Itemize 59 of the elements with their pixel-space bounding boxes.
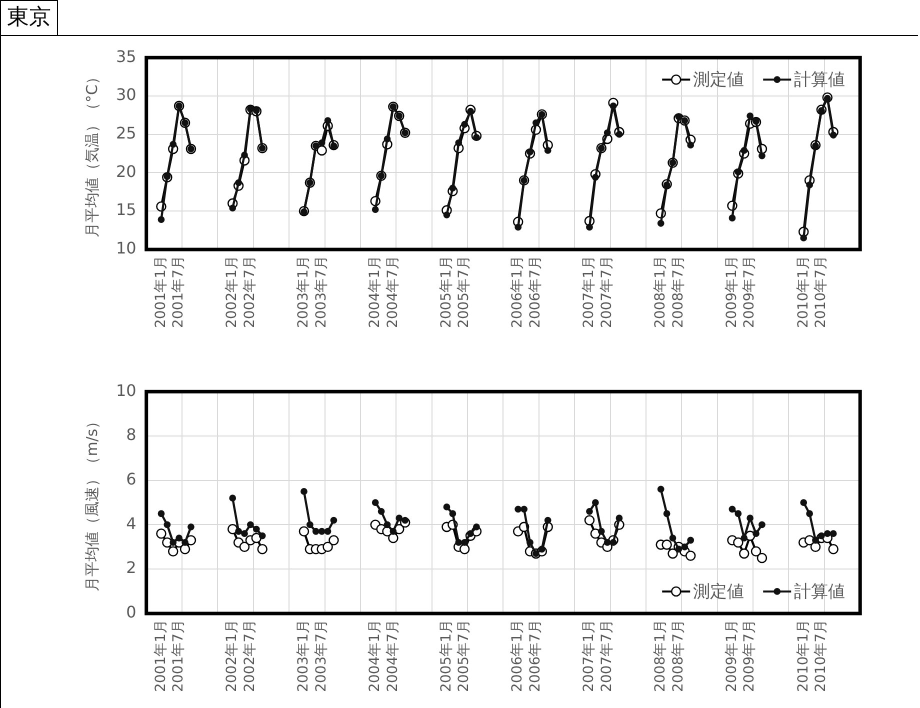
y-tick-label: 10 (116, 238, 136, 258)
x-tick-label: 2007年1月 (581, 255, 598, 328)
y-tick-label: 8 (126, 425, 136, 444)
x-tick-label: 2009年7月 (742, 255, 758, 328)
y-tick-label: 15 (116, 200, 136, 220)
x-tick-label: 2008年7月 (670, 619, 686, 692)
x-tick-label: 2010年1月 (795, 255, 812, 328)
x-tick-label: 2008年1月 (652, 255, 668, 328)
legend-label: 測定値 (693, 70, 744, 90)
x-tick-label: 2004年7月 (384, 255, 401, 328)
y-tick-label: 35 (116, 46, 136, 66)
x-tick-label: 2004年1月 (366, 619, 383, 692)
y-tick-label: 6 (126, 470, 136, 488)
x-tick-label: 2001年7月 (170, 619, 187, 692)
y-tick-label: 25 (116, 124, 136, 142)
x-tick-label: 2004年7月 (384, 619, 401, 692)
x-tick-label: 2010年1月 (795, 619, 812, 692)
x-tick-label: 2008年7月 (670, 255, 686, 328)
y-tick-label: 10 (116, 380, 136, 400)
x-tick-label: 2010年7月 (813, 255, 830, 328)
x-tick-label: 2001年7月 (170, 255, 187, 328)
x-tick-label: 2008年1月 (652, 619, 668, 692)
y-axis-title: 月平均値（気温）（°C） (82, 70, 101, 238)
legend-label: 計算値 (794, 582, 846, 602)
x-tick-label: 2003年1月 (296, 619, 312, 692)
x-tick-label: 2001年1月 (152, 255, 169, 328)
y-tick-label: 30 (116, 85, 136, 104)
x-tick-label: 2009年1月 (724, 619, 740, 692)
x-tick-label: 2005年1月 (438, 255, 454, 328)
y-tick-label: 2 (126, 558, 136, 578)
chart-title: 東京 (0, 0, 58, 35)
x-tick-label: 2002年1月 (224, 619, 240, 692)
x-tick-label: 2007年1月 (581, 619, 598, 692)
y-axis-title: 月平均値（風速）（m/s） (82, 414, 101, 592)
legend-label: 計算値 (794, 70, 846, 90)
x-tick-label: 2007年7月 (598, 255, 615, 328)
x-tick-label: 2001年1月 (152, 619, 169, 692)
x-tick-label: 2007年7月 (598, 619, 615, 692)
x-tick-label: 2004年1月 (366, 255, 383, 328)
y-tick-label: 0 (126, 602, 136, 622)
x-tick-label: 2005年7月 (456, 255, 472, 328)
x-tick-label: 2009年1月 (724, 255, 740, 328)
legend-label: 測定値 (693, 582, 744, 602)
x-tick-label: 2005年7月 (456, 619, 472, 692)
x-tick-label: 2006年1月 (510, 619, 526, 692)
x-tick-label: 2006年1月 (510, 255, 526, 328)
x-tick-label: 2010年7月 (813, 619, 830, 692)
x-tick-label: 2002年1月 (224, 255, 240, 328)
x-tick-label: 2009年7月 (742, 619, 758, 692)
x-tick-label: 2003年7月 (313, 619, 330, 692)
y-tick-label: 4 (126, 514, 136, 533)
x-tick-label: 2006年7月 (528, 255, 544, 328)
x-tick-label: 2003年7月 (313, 255, 330, 328)
x-tick-label: 2002年7月 (242, 619, 258, 692)
x-tick-label: 2003年1月 (296, 255, 312, 328)
x-tick-label: 2005年1月 (438, 619, 454, 692)
y-tick-label: 20 (116, 162, 136, 181)
x-tick-label: 2006年7月 (528, 619, 544, 692)
x-tick-label: 2002年7月 (242, 255, 258, 328)
